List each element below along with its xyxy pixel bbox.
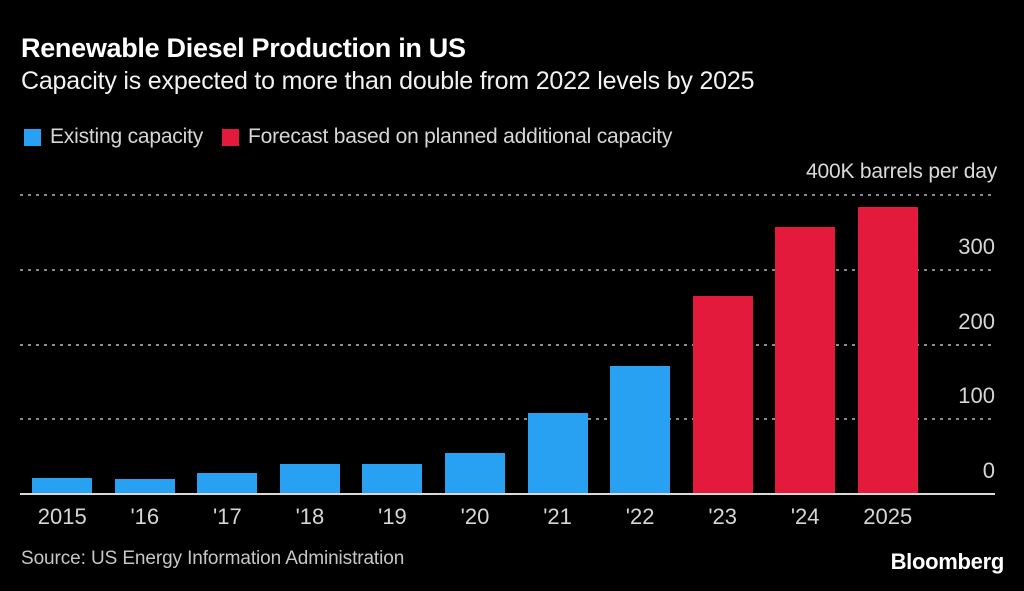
legend-label-forecast: Forecast based on planned additional cap… [248, 125, 673, 148]
bar-slot-2025 [846, 193, 929, 493]
bar-slot-'22 [599, 193, 682, 493]
x-tick-label-2015: 2015 [37, 504, 87, 529]
gridline-200 [20, 344, 995, 346]
bar-slot-'18 [269, 193, 352, 493]
bar-slot-'19 [351, 193, 434, 493]
source-note: Source: US Energy Information Administra… [21, 548, 405, 569]
bar-'18 [279, 464, 340, 493]
x-tick-label-2025: 2025 [863, 504, 913, 529]
bar-'17 [197, 473, 258, 493]
bar-'21 [527, 413, 588, 493]
x-tick-label-'19: '19 [378, 504, 407, 529]
x-tick-label-'18: '18 [295, 504, 325, 529]
bloomberg-logo: Bloomberg [890, 549, 1005, 574]
chart-title: Renewable Diesel Production in US [21, 33, 466, 63]
bar-slot-'21 [516, 193, 599, 493]
bar-2025 [857, 207, 918, 493]
x-tick-label-'16: '16 [130, 504, 160, 529]
legend-label-existing: Existing capacity [50, 125, 204, 148]
y-tick-label-300: 300 [958, 234, 995, 259]
legend-item-existing: Existing capacity [24, 125, 203, 149]
bar-'22 [610, 366, 671, 493]
y-axis-unit-label: 400K barrels per day [806, 160, 997, 183]
y-tick-label-200: 200 [958, 309, 995, 334]
bar-'24 [775, 227, 836, 493]
bar-slot-2015 [21, 193, 104, 493]
x-tick-label-'24: '24 [790, 504, 820, 529]
legend-item-forecast: Forecast based on planned additional cap… [222, 125, 672, 149]
y-tick-label-100: 100 [958, 383, 995, 408]
bar-slot-'20 [434, 193, 517, 493]
bar-'19 [362, 464, 423, 493]
bar-slot-'24 [764, 193, 847, 493]
bar-slot-'16 [104, 193, 187, 493]
bar-slot-'23 [681, 193, 764, 493]
x-tick-label-'21: '21 [543, 504, 572, 529]
x-tick-label-'20: '20 [460, 504, 490, 529]
x-tick-label-'23: '23 [708, 504, 737, 529]
gridline-100 [20, 418, 995, 420]
forecast-capacity-swatch-icon [222, 128, 240, 146]
x-axis-baseline [20, 493, 995, 495]
x-tick-labels: 2015 '16 '17 '18 '19 '20 '21 '22 '23 '24 2025 [21, 503, 929, 531]
y-tick-label-0: 0 [982, 458, 995, 483]
gridline-400 [20, 194, 995, 196]
gridline-300 [20, 269, 995, 271]
bar-2015 [32, 478, 93, 493]
chart-subtitle: Capacity is expected to more than double… [21, 67, 755, 95]
bars-row [21, 193, 929, 493]
x-tick-label-'17: '17 [213, 504, 242, 529]
bar-'16 [114, 479, 175, 493]
bar-'20 [445, 453, 505, 493]
existing-capacity-swatch-icon [24, 128, 41, 146]
x-tick-label-'22: '22 [625, 504, 655, 529]
bar-'23 [692, 296, 753, 493]
bar-slot-'17 [186, 193, 269, 493]
legend: Existing capacity Forecast based on plan… [24, 125, 672, 149]
